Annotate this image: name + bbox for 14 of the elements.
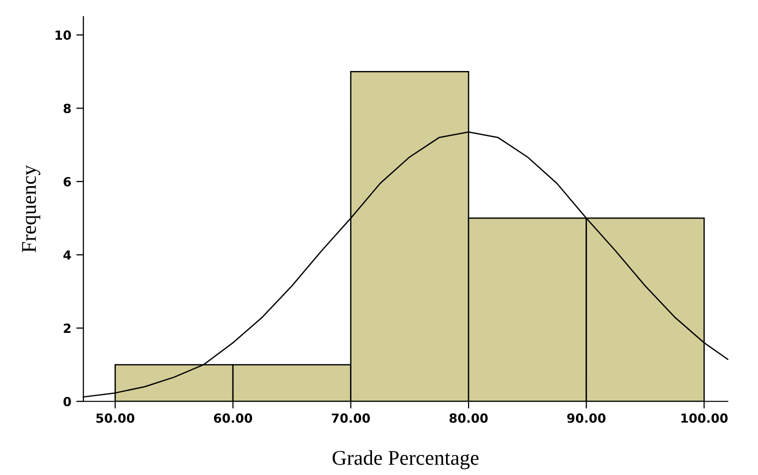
x-tick-label: 50.00 <box>96 413 134 423</box>
y-axis-title: Frequency <box>22 165 40 252</box>
x-axis-title: Grade Percentage <box>332 450 479 470</box>
y-tick-label: 0 <box>63 396 71 406</box>
x-tick-label: 60.00 <box>214 413 252 423</box>
y-tick-label: 10 <box>56 30 71 40</box>
x-tick-label: 90.00 <box>567 413 606 423</box>
y-tick-label: 8 <box>64 104 71 114</box>
y-tick-label: 2 <box>64 324 70 333</box>
x-tick-label: 80.00 <box>450 413 488 423</box>
y-tick-label: 4 <box>63 250 71 260</box>
y-tick-label: 6 <box>64 177 71 186</box>
x-tick-label: 70.00 <box>332 413 370 423</box>
x-tick-label: 100.00 <box>681 413 728 423</box>
